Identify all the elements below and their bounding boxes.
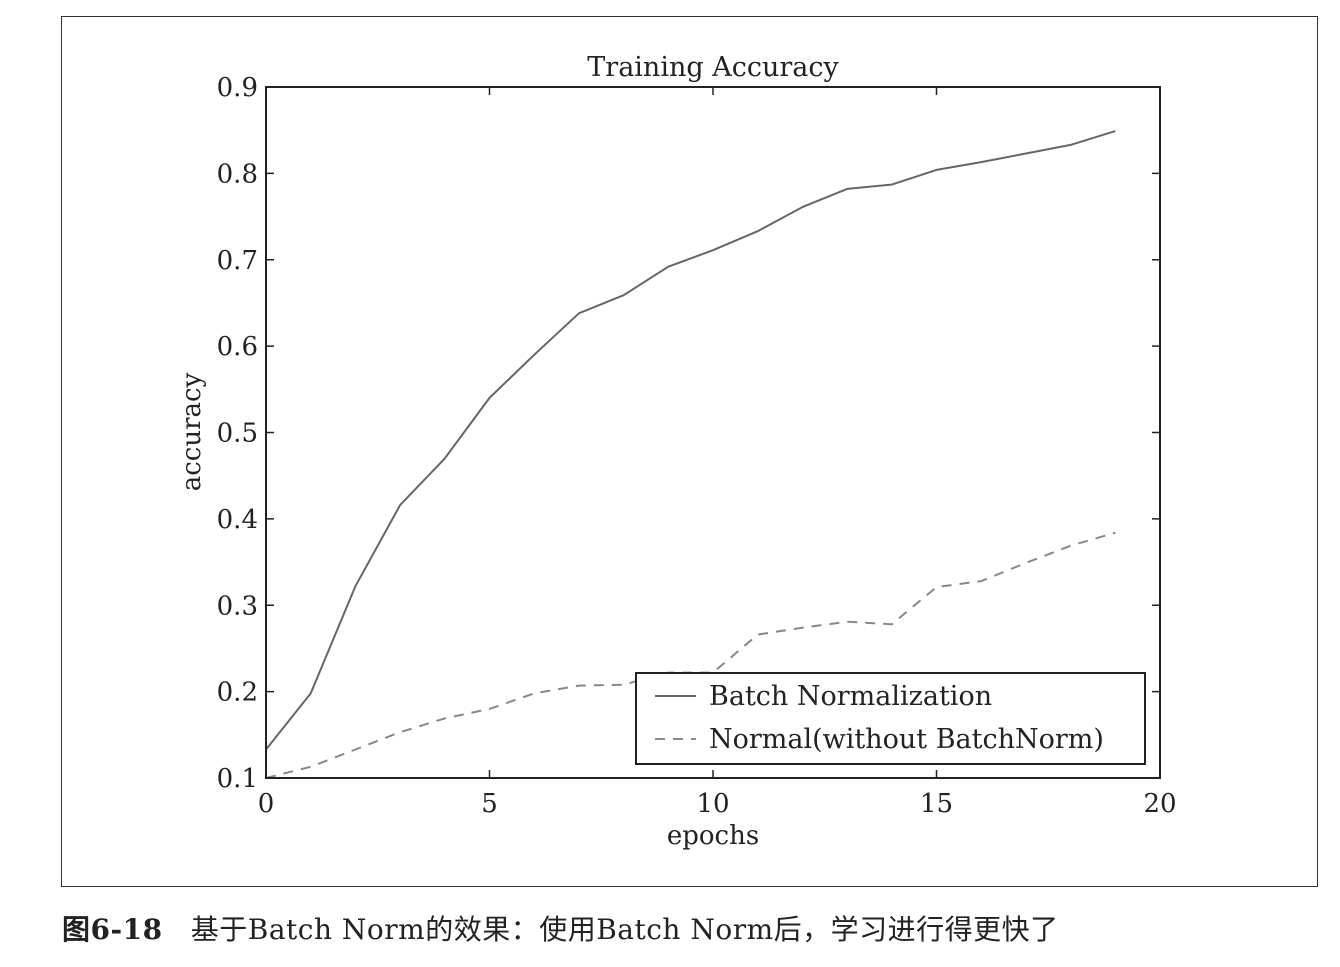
y-tick-label: 0.9 <box>217 73 258 103</box>
ticks-layer: 0 5 10 15 20 0.1 0.2 0.3 0.4 0.5 0.6 0.7 0.8 0.9 <box>217 73 1177 819</box>
legend-box <box>635 672 1146 765</box>
legend: Batch Normalization Normal(without Batch… <box>635 672 1146 765</box>
y-tick-label: 0.3 <box>217 591 258 621</box>
legend-label-batch-normalization: Batch Normalization <box>709 681 992 712</box>
y-tick-label: 0.7 <box>217 246 258 276</box>
y-tick-label: 0.5 <box>217 419 258 449</box>
caption-spacer <box>163 913 191 946</box>
figure-caption: 图6-18 基于Batch Norm的效果：使用Batch Norm后，学习进行… <box>62 908 1059 948</box>
y-tick-label: 0.6 <box>217 332 258 362</box>
figure-number: 图6-18 <box>62 913 163 946</box>
series-line-batch-normalization <box>265 130 1116 751</box>
x-tick-label: 15 <box>920 789 953 819</box>
training-accuracy-chart: Training Accuracy 0 5 10 15 20 0.1 0.2 0.3 0.4 0.… <box>177 52 1177 851</box>
x-tick-label: 10 <box>696 789 729 819</box>
figure-frame <box>61 16 1318 887</box>
chart-title: Training Accuracy <box>587 52 839 83</box>
x-tick-label: 5 <box>481 789 498 819</box>
y-tick-label: 0.8 <box>217 159 258 189</box>
legend-label-normal: Normal(without BatchNorm) <box>709 724 1104 755</box>
y-tick-label: 0.1 <box>217 764 258 794</box>
x-axis-title: epochs <box>667 821 759 851</box>
y-axis-title: accuracy <box>177 372 207 491</box>
y-tick-label: 0.4 <box>217 505 258 535</box>
plot-area-frame <box>265 86 1161 779</box>
y-tick-label: 0.2 <box>217 678 258 708</box>
caption-text: 基于Batch Norm的效果：使用Batch Norm后，学习进行得更快了 <box>190 913 1059 946</box>
x-tick-label: 20 <box>1143 789 1176 819</box>
x-tick-label: 0 <box>258 789 275 819</box>
